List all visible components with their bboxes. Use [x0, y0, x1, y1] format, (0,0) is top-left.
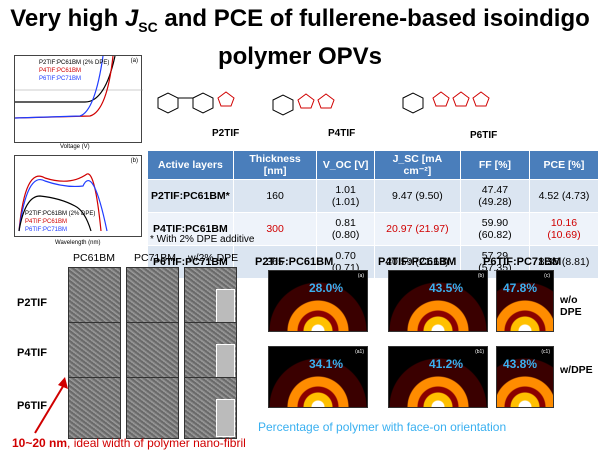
- giwaxs-image: (c) 47.8%: [496, 270, 554, 332]
- giwaxs-image: (c1) 43.8%: [496, 346, 554, 408]
- legend-item: P4TIF:PC61BM: [39, 68, 82, 74]
- condition-label: w/DPE: [560, 364, 593, 376]
- tem-column-header: w/2% DPE: [188, 252, 239, 264]
- legend-item: P2TIF:PC61BM (2% DPE): [25, 211, 96, 217]
- red-arrow-icon: [34, 377, 68, 434]
- condition-label: w/o DPE: [560, 294, 582, 318]
- tem-image: [184, 377, 237, 439]
- header-ff: FF [%]: [459, 150, 530, 180]
- header-jsc: J_SC [mA cm⁻²]: [373, 150, 461, 180]
- legend-item: P2TIF:PC61BM (2% DPE): [39, 60, 110, 66]
- eqe-panel: (b) P2TIF:PC61BM (2% DPE) P4TIF:PC61BM P…: [14, 155, 142, 237]
- xrd-column-header: P4TIF:PC61BM: [378, 256, 457, 268]
- table-row: P2TIF:PC61BM* 160 1.01 (1.01) 9.47 (9.50…: [147, 179, 600, 213]
- tem-image: [184, 267, 237, 329]
- tem-row-label: P4TIF: [17, 347, 47, 359]
- table-row: P4TIF:PC61BM 300 0.81 (0.80) 20.97 (21.9…: [147, 212, 600, 246]
- jv-curve-panel: (a) P2TIF:PC61BM (2% DPE) P4TIF:PC61BM P…: [14, 55, 143, 143]
- header-voc: V_OC [V]: [316, 150, 375, 180]
- x-axis-label: Wavelength (nm): [55, 240, 101, 246]
- xrd-column-header: P2TIF:PC61BM: [255, 256, 334, 268]
- header-pce: PCE [%]: [528, 150, 600, 180]
- tem-image: [184, 322, 237, 384]
- tem-image: [126, 377, 179, 439]
- tem-image: [126, 267, 179, 329]
- giwaxs-image: (b1) 41.2%: [388, 346, 488, 408]
- giwaxs-image: (a) 28.0%: [268, 270, 368, 332]
- giwaxs-image: (b) 43.5%: [388, 270, 488, 332]
- tem-image: [68, 377, 121, 439]
- tem-row-label: P2TIF: [17, 297, 47, 309]
- legend-item: P6TIF:PC71BM: [39, 76, 82, 82]
- polymer-structures: [157, 91, 490, 116]
- table-footnote: * With 2% DPE additive: [150, 234, 255, 245]
- performance-table: Active layers Thickness [nm] V_OC [V] J_…: [147, 150, 600, 279]
- fibril-width-caption: 10~20 nm, ideal width of polymer nano-fi…: [12, 436, 246, 450]
- x-axis-label: Voltage (V): [60, 144, 90, 150]
- tem-image: [68, 322, 121, 384]
- face-on-caption: Percentage of polymer with face-on orien…: [258, 420, 507, 434]
- xrd-column-header: P6TIF:PC71BM: [483, 256, 562, 268]
- legend-item: P4TIF:PC61BM: [25, 219, 68, 225]
- giwaxs-image: (a1) 34.1%: [268, 346, 368, 408]
- tem-column-header: PC61BM: [73, 252, 116, 264]
- panel-tag: (a): [130, 58, 138, 64]
- structure-label: P4TIF: [328, 128, 356, 139]
- structure-label: P2TIF: [212, 128, 240, 139]
- legend-item: P6TIF:PC71BM: [25, 227, 68, 233]
- slide-title: Very high JSC and PCE of fullerene-based…: [10, 5, 590, 70]
- structure-label: P6TIF: [470, 130, 498, 141]
- header-active-layers: Active layers: [147, 150, 234, 180]
- panel-tag: (b): [130, 158, 138, 164]
- header-thickness: Thickness [nm]: [232, 150, 318, 180]
- tem-image: [68, 267, 121, 329]
- tem-image: [126, 322, 179, 384]
- tem-row-label: P6TIF: [17, 400, 47, 412]
- tem-column-header: PC71BM: [134, 252, 177, 264]
